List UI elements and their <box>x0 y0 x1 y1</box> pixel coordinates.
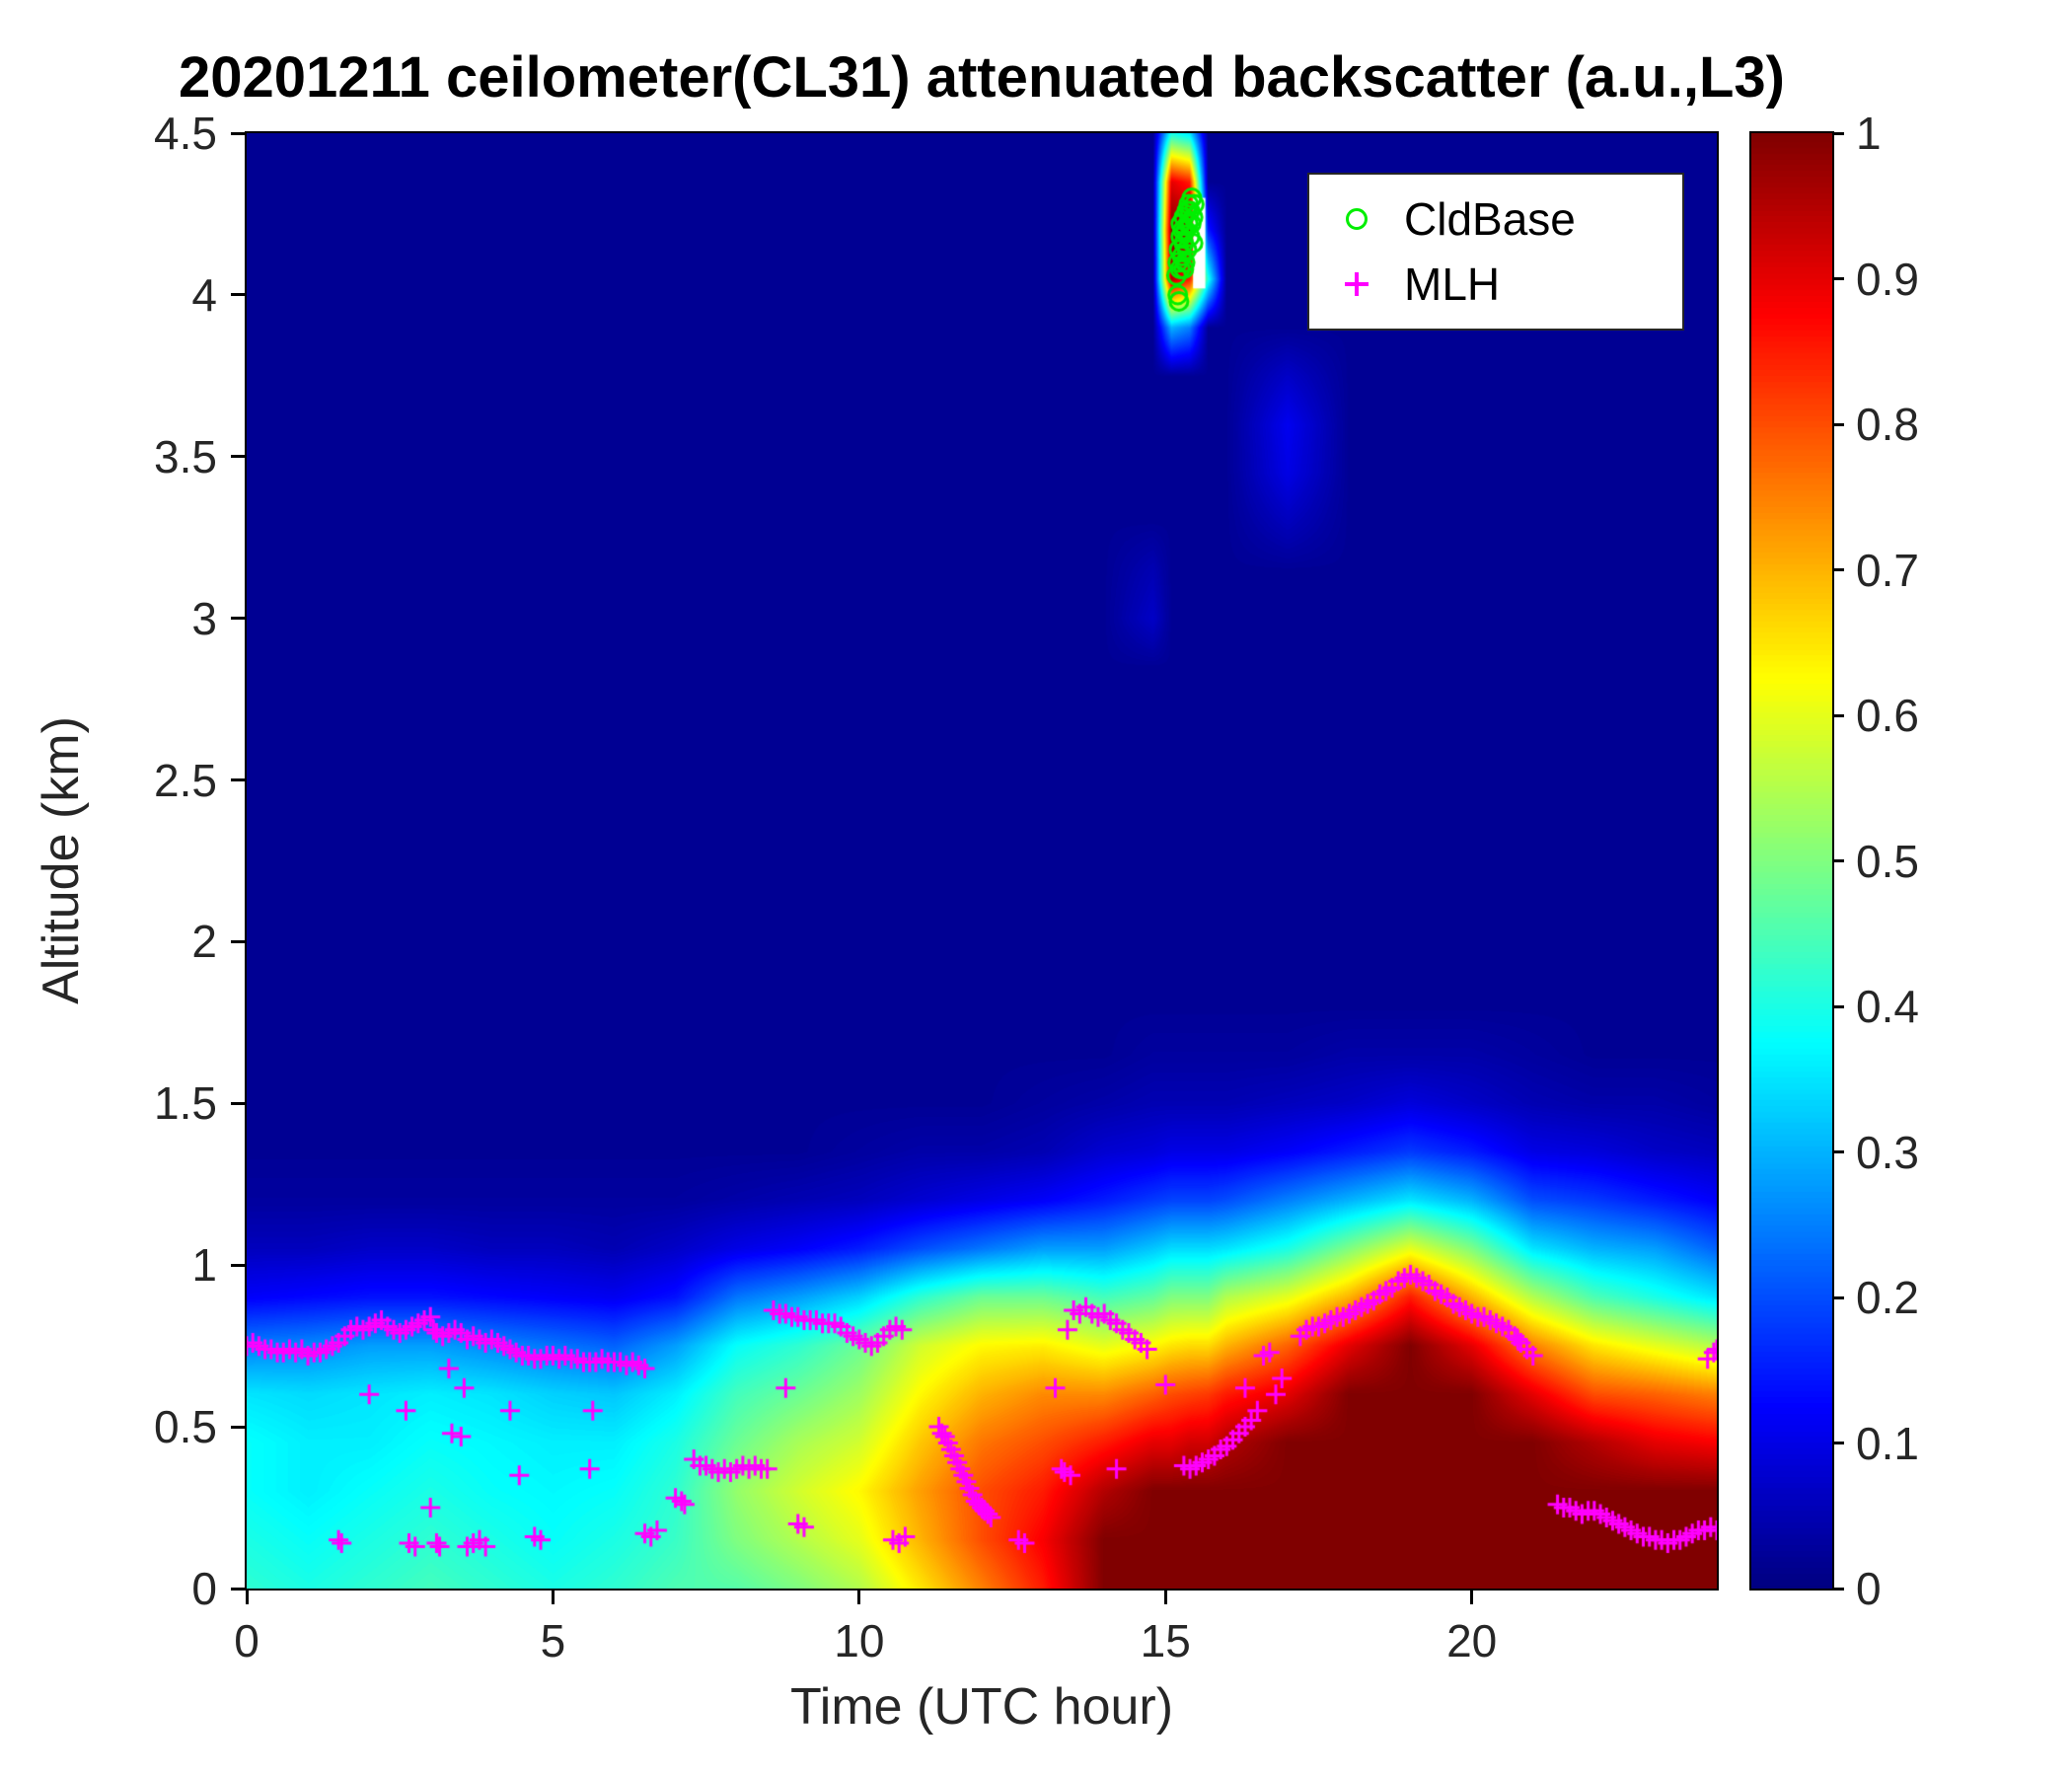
y-tick-mark <box>231 455 247 459</box>
colorbar-tick-mark <box>1832 131 1844 135</box>
x-tick-mark <box>1470 1589 1474 1604</box>
x-tick-mark <box>857 1589 861 1604</box>
colorbar-tick-label: 0.3 <box>1856 1126 1919 1178</box>
y-tick-mark <box>231 1101 247 1105</box>
legend-marker-area <box>1309 208 1404 230</box>
y-tick-mark <box>231 1587 247 1591</box>
y-tick-mark <box>231 939 247 943</box>
cldbase-circle-marker-icon <box>1346 208 1368 230</box>
legend-item-mlh: MLH <box>1309 252 1682 317</box>
legend-marker-area <box>1309 272 1404 296</box>
plot-area: CldBase MLH <box>247 133 1717 1589</box>
legend-label-mlh: MLH <box>1404 259 1501 310</box>
x-tick-mark <box>1163 1589 1167 1604</box>
y-tick-mark <box>231 778 247 782</box>
chart-title: 20201211 ceilometer(CL31) attenuated bac… <box>179 45 1785 110</box>
legend-label-cldbase: CldBase <box>1404 193 1576 245</box>
colorbar-tick-mark <box>1832 1442 1844 1444</box>
x-tick-label: 10 <box>834 1615 885 1666</box>
y-tick-mark <box>231 131 247 135</box>
colorbar-tick-label: 0.5 <box>1856 835 1919 887</box>
colorbar-tick-mark <box>1832 277 1844 280</box>
y-tick-label: 2.5 <box>154 754 217 806</box>
x-axis-label: Time (UTC hour) <box>789 1678 1174 1736</box>
y-tick-label: 0 <box>191 1563 217 1614</box>
colorbar-tick-label: 0.8 <box>1856 399 1919 450</box>
mlh-plus-marker-icon <box>1345 272 1369 296</box>
x-tick-mark <box>551 1589 555 1604</box>
colorbar-tick-label: 0.7 <box>1856 544 1919 596</box>
legend: CldBase MLH <box>1307 173 1684 331</box>
colorbar-tick-mark <box>1832 1295 1844 1299</box>
colorbar-tick-label: 0 <box>1856 1563 1882 1614</box>
colorbar-tick-label: 0.6 <box>1856 690 1919 741</box>
legend-item-cldbase: CldBase <box>1309 186 1682 252</box>
colorbar-tick-mark <box>1832 1150 1844 1153</box>
y-tick-label: 4.5 <box>154 108 217 159</box>
y-tick-label: 2 <box>191 916 217 968</box>
colorbar-tick-mark <box>1832 1587 1844 1591</box>
y-tick-mark <box>231 1425 247 1429</box>
colorbar-tick-label: 0.9 <box>1856 253 1919 305</box>
colorbar-gradient-canvas <box>1751 133 1832 1589</box>
y-tick-label: 1 <box>191 1239 217 1292</box>
y-tick-mark <box>231 1263 247 1267</box>
colorbar-tick-label: 0.2 <box>1856 1272 1919 1323</box>
colorbar-tick-mark <box>1832 713 1844 717</box>
x-tick-label: 20 <box>1446 1615 1498 1666</box>
y-tick-label: 4 <box>191 268 217 321</box>
y-tick-mark <box>231 293 247 297</box>
colorbar-tick-mark <box>1832 1004 1844 1008</box>
colorbar-tick-label: 0.4 <box>1856 981 1919 1032</box>
x-tick-label: 0 <box>234 1615 259 1666</box>
y-tick-label: 3 <box>191 592 217 644</box>
colorbar-tick-mark <box>1832 568 1844 571</box>
colorbar-tick-mark <box>1832 422 1844 426</box>
x-tick-mark <box>245 1589 249 1604</box>
colorbar-tick-label: 1 <box>1856 108 1882 159</box>
y-tick-mark <box>231 617 247 621</box>
colorbar-tick-label: 0.1 <box>1856 1417 1919 1469</box>
colorbar-tick-mark <box>1832 859 1844 862</box>
marker-overlay-canvas <box>247 133 1717 1589</box>
y-tick-label: 0.5 <box>154 1401 217 1453</box>
y-axis-label: Altitude (km) <box>33 716 90 1004</box>
y-tick-label: 3.5 <box>154 430 217 482</box>
y-tick-label: 1.5 <box>154 1077 217 1130</box>
x-tick-label: 5 <box>540 1615 566 1666</box>
x-tick-label: 15 <box>1140 1615 1191 1666</box>
